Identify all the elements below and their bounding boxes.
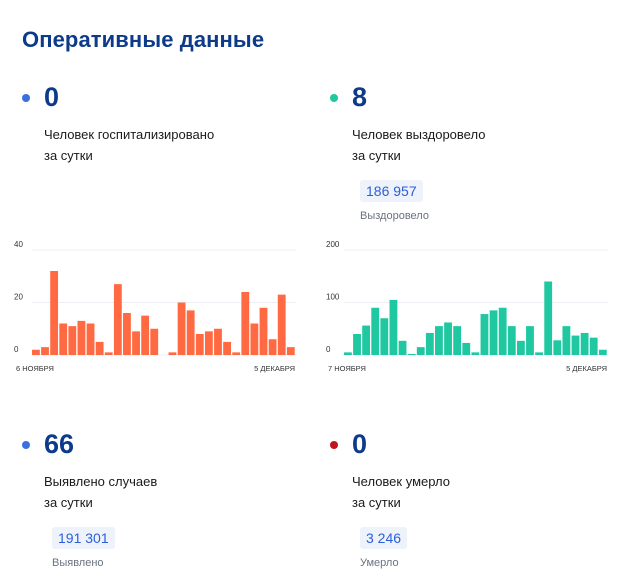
recovered-bar-chart: 200 100 0 7 НОЯБРЯ 5 ДЕКАБРЯ	[326, 240, 608, 373]
bar	[86, 323, 95, 355]
bar	[59, 323, 68, 355]
bar	[204, 331, 213, 356]
recovered-chart: 200 100 0 7 НОЯБРЯ 5 ДЕКАБРЯ	[322, 240, 612, 375]
bar	[562, 326, 571, 356]
x-end-label: 5 ДЕКАБРЯ	[254, 364, 295, 373]
total-badge: 3 246	[360, 527, 408, 549]
stat-value: 66	[44, 429, 75, 459]
bar	[489, 310, 498, 356]
bar	[259, 307, 268, 355]
y-tick-label: 0	[326, 345, 331, 354]
hospitalized-bar-chart: 40 20 0 6 НОЯБРЯ 5 ДЕКАБРЯ	[14, 240, 296, 373]
stat-label-line: Человек умерло	[352, 474, 450, 489]
total-badge: 191 301	[52, 527, 115, 549]
bar	[425, 332, 434, 355]
bar	[471, 352, 480, 356]
bar	[141, 315, 150, 356]
y-tick-label: 20	[14, 293, 23, 302]
stat-label: Человек умерло за сутки	[352, 471, 592, 513]
bar	[50, 271, 59, 355]
bar	[516, 340, 525, 355]
bar	[132, 331, 140, 356]
total-label: Умерло	[360, 557, 399, 569]
bar	[113, 284, 122, 356]
bar	[435, 326, 443, 356]
bar	[214, 328, 222, 355]
bar	[380, 318, 389, 355]
bar	[277, 294, 286, 355]
bar	[104, 352, 113, 356]
total-badge: 186 957	[360, 180, 423, 202]
bar	[507, 326, 516, 356]
stat-label-line: Человек выздоровело	[352, 127, 486, 142]
bar	[195, 334, 204, 355]
bar	[598, 349, 607, 355]
stat-label-line: за сутки	[44, 495, 93, 510]
bar	[416, 347, 425, 356]
stat-label-line: Выявлено случаев	[44, 474, 158, 489]
bar	[535, 352, 543, 356]
stat-value: 0	[44, 82, 60, 112]
y-tick-label: 100	[326, 293, 340, 302]
status-dot	[22, 441, 30, 449]
bar	[344, 352, 352, 356]
bar	[580, 332, 589, 355]
bar	[77, 320, 86, 356]
bar	[389, 299, 398, 356]
bar	[95, 341, 104, 356]
bar	[241, 292, 250, 355]
stat-label: Человек госпитализировано за сутки	[44, 124, 284, 166]
bar	[32, 349, 40, 355]
stat-label-line: Человек госпитализировано	[44, 127, 215, 142]
stat-label: Выявлено случаев за сутки	[44, 471, 284, 513]
bar	[453, 326, 462, 356]
stat-label: Человек выздоровело за сутки	[352, 124, 592, 166]
stat-value: 8	[352, 82, 368, 112]
bar	[480, 314, 489, 355]
total-label: Выздоровело	[360, 210, 429, 222]
bar	[526, 326, 534, 356]
bar	[268, 339, 277, 355]
y-tick-label: 0	[14, 345, 19, 354]
bar	[250, 323, 259, 355]
bar	[371, 307, 380, 355]
total-label: Выявлено	[52, 557, 104, 569]
bar	[286, 347, 295, 356]
bar	[123, 313, 131, 355]
status-dot	[330, 94, 338, 102]
stat-label-line: за сутки	[352, 495, 401, 510]
bar	[223, 341, 231, 356]
bar	[498, 307, 507, 355]
x-start-label: 6 НОЯБРЯ	[16, 364, 54, 373]
bar	[589, 337, 598, 355]
status-dot	[22, 94, 30, 102]
stat-label-line: за сутки	[44, 148, 93, 163]
bar	[444, 322, 452, 355]
bar	[41, 347, 49, 356]
bar	[544, 281, 553, 355]
bar	[398, 340, 407, 355]
page-title: Оперативные данные	[22, 27, 265, 52]
bar	[177, 302, 186, 355]
status-dot	[330, 441, 338, 449]
y-tick-label: 40	[14, 240, 23, 249]
bar	[150, 328, 159, 355]
bar	[353, 334, 361, 355]
bar	[553, 340, 562, 355]
stat-label-line: за сутки	[352, 148, 401, 163]
bar	[232, 352, 241, 356]
bar	[407, 353, 416, 355]
hospitalized-chart: 40 20 0 6 НОЯБРЯ 5 ДЕКАБРЯ	[10, 240, 300, 375]
y-tick-label: 200	[326, 240, 340, 249]
bar	[362, 325, 371, 355]
x-start-label: 7 НОЯБРЯ	[328, 364, 366, 373]
stat-value: 0	[352, 429, 368, 459]
bar	[168, 352, 177, 356]
bar	[68, 326, 77, 356]
bar	[571, 335, 580, 355]
bar	[462, 342, 471, 355]
bar	[186, 310, 195, 356]
x-end-label: 5 ДЕКАБРЯ	[566, 364, 607, 373]
